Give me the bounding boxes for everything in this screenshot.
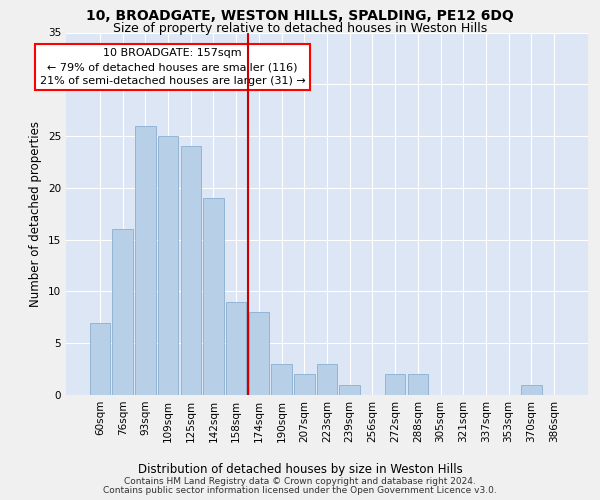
Bar [181, 146, 201, 395]
Bar [385, 374, 406, 395]
Text: Contains public sector information licensed under the Open Government Licence v3: Contains public sector information licen… [103, 486, 497, 495]
Bar [271, 364, 292, 395]
Text: 10 BROADGATE: 157sqm
← 79% of detached houses are smaller (116)
21% of semi-deta: 10 BROADGATE: 157sqm ← 79% of detached h… [40, 48, 305, 86]
Text: Distribution of detached houses by size in Weston Hills: Distribution of detached houses by size … [137, 462, 463, 475]
Text: 10, BROADGATE, WESTON HILLS, SPALDING, PE12 6DQ: 10, BROADGATE, WESTON HILLS, SPALDING, P… [86, 9, 514, 23]
Y-axis label: Number of detached properties: Number of detached properties [29, 120, 43, 306]
Bar [340, 384, 360, 395]
Bar [317, 364, 337, 395]
Bar [521, 384, 542, 395]
Bar [135, 126, 155, 395]
Bar [226, 302, 247, 395]
Bar [203, 198, 224, 395]
Bar [407, 374, 428, 395]
Bar [112, 230, 133, 395]
Text: Contains HM Land Registry data © Crown copyright and database right 2024.: Contains HM Land Registry data © Crown c… [124, 477, 476, 486]
Text: Size of property relative to detached houses in Weston Hills: Size of property relative to detached ho… [113, 22, 487, 35]
Bar [158, 136, 178, 395]
Bar [248, 312, 269, 395]
Bar [90, 322, 110, 395]
Bar [294, 374, 314, 395]
